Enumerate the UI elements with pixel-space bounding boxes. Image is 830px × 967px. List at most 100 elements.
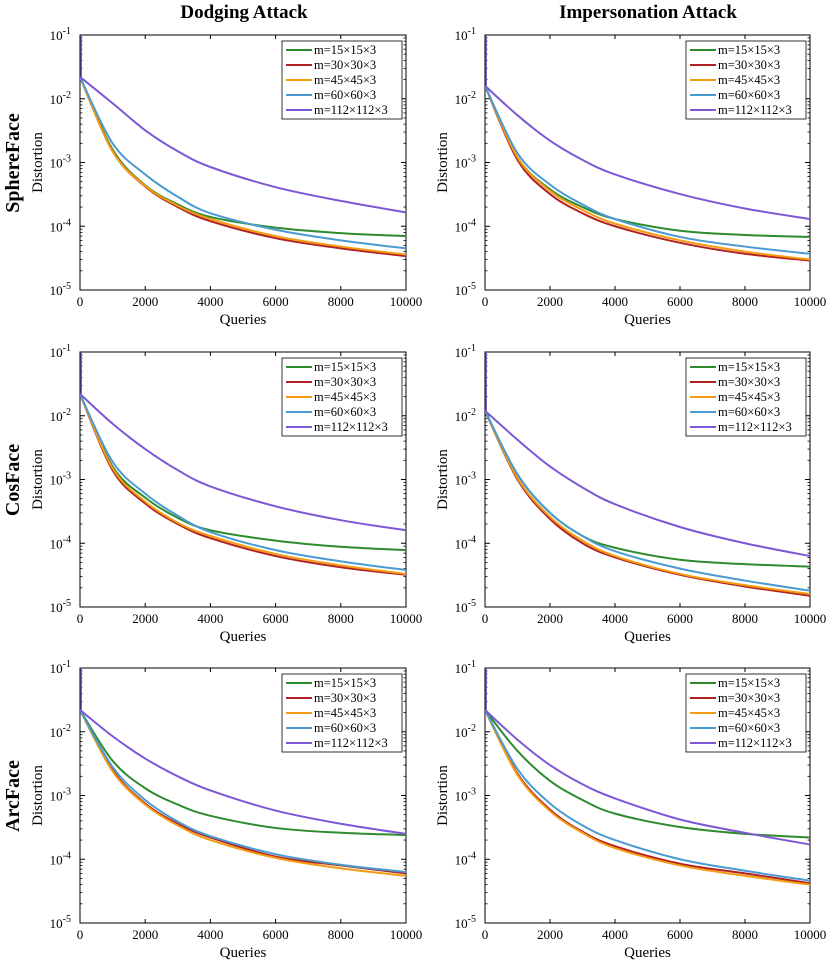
series-line-3	[80, 76, 406, 256]
series-line-5	[485, 709, 810, 846]
x-tick-label: 4000	[602, 927, 628, 942]
legend-entry: m=60×60×3	[718, 721, 780, 735]
x-tick-label: 0	[482, 294, 489, 309]
y-tick-label: 10-2	[455, 723, 476, 740]
legend-entry: m=60×60×3	[718, 88, 780, 102]
x-tick-label: 4000	[197, 294, 223, 309]
x-tick-label: 10000	[390, 927, 423, 942]
y-axis-label: Distortion	[30, 765, 46, 826]
series-line-5	[485, 84, 810, 220]
row-title-sphereface: SphereFace	[2, 113, 24, 213]
panel-4: 0 2000 4000 6000 8000 10000 10-5 10-4 10-3 10-2 10…	[435, 343, 826, 645]
x-tick-label: 4000	[602, 611, 628, 626]
x-axis-label: Queries	[624, 945, 671, 961]
series-line-4	[485, 709, 810, 882]
y-tick-label: 10-2	[455, 407, 476, 424]
x-tick-label: 2000	[537, 927, 563, 942]
legend: m=15×15×3m=30×30×3m=45×45×3m=60×60×3m=11…	[281, 673, 403, 753]
x-tick-label: 6000	[263, 927, 289, 942]
legend-entry: m=15×15×3	[314, 676, 376, 690]
y-tick-label: 10-2	[50, 90, 71, 107]
series-line-4	[80, 709, 406, 874]
legend: m=15×15×3m=30×30×3m=45×45×3m=60×60×3m=11…	[685, 40, 807, 120]
x-tick-label: 0	[77, 294, 84, 309]
series-line-2	[485, 410, 810, 597]
series-line-4	[80, 393, 406, 572]
y-tick-label: 10-3	[50, 471, 71, 488]
legend-entry: m=60×60×3	[718, 405, 780, 419]
x-tick-label: 4000	[197, 927, 223, 942]
column-title-impersonation: Impersonation Attack	[559, 2, 737, 23]
y-tick-label: 10-4	[455, 534, 476, 551]
x-axis-label: Queries	[220, 312, 267, 328]
x-tick-label: 8000	[732, 294, 758, 309]
y-tick-label: 10-3	[455, 154, 476, 171]
legend-entry: m=15×15×3	[718, 43, 780, 57]
x-tick-label: 2000	[132, 611, 158, 626]
x-tick-label: 2000	[537, 294, 563, 309]
y-tick-label: 10-1	[455, 659, 476, 676]
x-tick-label: 6000	[263, 611, 289, 626]
x-tick-label: 10000	[390, 611, 423, 626]
series-line-5	[80, 393, 406, 532]
panel-5: 0 2000 4000 6000 8000 10000 10-5 10-4 10-3 10-2 10…	[30, 659, 422, 961]
legend-entry: m=45×45×3	[314, 706, 376, 720]
x-tick-label: 2000	[537, 611, 563, 626]
y-tick-label: 10-4	[50, 850, 71, 867]
x-tick-label: 10000	[390, 294, 423, 309]
y-tick-label: 10-1	[455, 343, 476, 360]
legend-entry: m=60×60×3	[314, 721, 376, 735]
legend-entry: m=112×112×3	[718, 103, 792, 117]
x-tick-label: 4000	[602, 294, 628, 309]
legend-entry: m=30×30×3	[718, 691, 780, 705]
y-tick-label: 10-5	[455, 598, 476, 615]
legend-entry: m=15×15×3	[314, 43, 376, 57]
x-tick-label: 6000	[667, 611, 693, 626]
y-tick-label: 10-2	[50, 723, 71, 740]
series-line-1	[80, 709, 406, 837]
panel-2: 0 2000 4000 6000 8000 10000 10-5 10-4 10-3 10-2 10…	[435, 26, 826, 328]
legend-entry: m=30×30×3	[718, 375, 780, 389]
legend-entry: m=45×45×3	[718, 390, 780, 404]
legend-entry: m=30×30×3	[314, 58, 376, 72]
y-axis-label: Distortion	[435, 132, 451, 193]
series-line-2	[485, 85, 810, 262]
legend-entry: m=112×112×3	[718, 420, 792, 434]
row-title-arcface: ArcFace	[2, 760, 24, 832]
legend-entry: m=30×30×3	[718, 58, 780, 72]
legend-entry: m=45×45×3	[314, 390, 376, 404]
x-tick-label: 6000	[263, 294, 289, 309]
x-tick-label: 2000	[132, 294, 158, 309]
legend-entry: m=112×112×3	[314, 736, 388, 750]
legend: m=15×15×3m=30×30×3m=45×45×3m=60×60×3m=11…	[685, 357, 807, 437]
x-tick-label: 10000	[794, 927, 827, 942]
legend-entry: m=60×60×3	[314, 405, 376, 419]
x-axis-label: Queries	[220, 945, 267, 961]
y-tick-label: 10-4	[50, 534, 71, 551]
y-tick-label: 10-5	[50, 281, 71, 298]
legend-entry: m=15×15×3	[314, 360, 376, 374]
legend-entry: m=112×112×3	[314, 103, 388, 117]
y-tick-label: 10-2	[455, 90, 476, 107]
y-tick-label: 10-4	[455, 217, 476, 234]
y-tick-label: 10-3	[455, 787, 476, 804]
x-tick-label: 8000	[328, 611, 354, 626]
y-tick-label: 10-5	[455, 914, 476, 931]
y-tick-label: 10-4	[50, 217, 71, 234]
legend-entry: m=45×45×3	[314, 73, 376, 87]
legend-entry: m=45×45×3	[718, 706, 780, 720]
y-tick-label: 10-1	[455, 26, 476, 43]
x-tick-label: 4000	[197, 611, 223, 626]
x-tick-label: 8000	[732, 927, 758, 942]
x-tick-label: 8000	[328, 927, 354, 942]
series-line-4	[485, 410, 810, 592]
x-axis-label: Queries	[624, 629, 671, 645]
legend: m=15×15×3m=30×30×3m=45×45×3m=60×60×3m=11…	[281, 357, 403, 437]
series-line-3	[485, 410, 810, 595]
series-line-3	[80, 709, 406, 877]
y-tick-label: 10-5	[50, 598, 71, 615]
legend-entry: m=60×60×3	[314, 88, 376, 102]
y-tick-label: 10-5	[50, 914, 71, 931]
y-axis-label: Distortion	[30, 132, 46, 193]
